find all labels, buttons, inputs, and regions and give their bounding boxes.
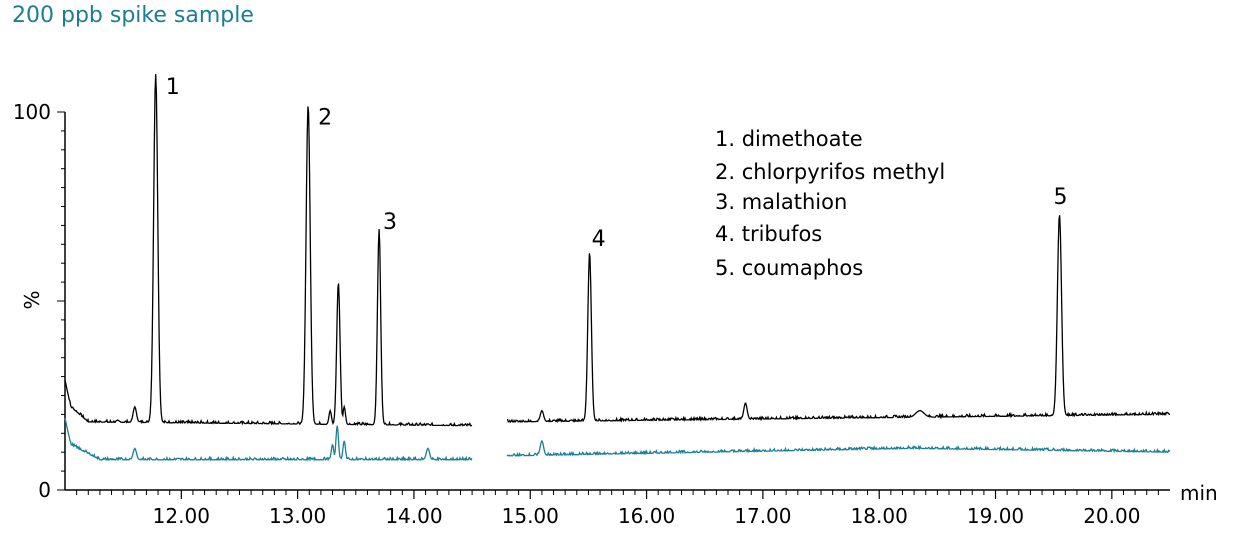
legend-item-5: 5. coumaphos <box>715 256 863 280</box>
x-tick-label: 18.00 <box>851 504 908 528</box>
traces <box>64 74 1171 462</box>
legend-item-4: 4. tribufos <box>715 222 822 246</box>
peak-label-2: 2 <box>318 105 332 130</box>
y-axis-label: % <box>20 290 44 309</box>
peak-label-3: 3 <box>383 210 397 235</box>
legend-item-2: 2. chlorpyrifos methyl <box>715 160 945 184</box>
y-tick-label: 0 <box>38 478 51 502</box>
peak-label-5: 5 <box>1054 185 1068 210</box>
legend-item-1: 1. dimethoate <box>715 127 863 151</box>
trace-black-segment-2 <box>507 215 1170 423</box>
trace-black-segment-1 <box>64 74 473 428</box>
axes: % min <box>20 112 1218 505</box>
legend-item-3: 3. malathion <box>715 190 847 214</box>
trace-teal-segment-1 <box>64 418 473 462</box>
ticks: 12.00 13.00 14.00 15.00 16.00 17.00 18.00 19.00… <box>13 100 1159 528</box>
x-tick-label: 13.00 <box>269 504 326 528</box>
x-tick-label: 16.00 <box>618 504 675 528</box>
legend: 1. dimethoate 2. chlorpyrifos methyl 3. … <box>715 127 945 280</box>
x-tick-label: 17.00 <box>734 504 791 528</box>
trace-teal-segment-2 <box>506 439 1171 457</box>
x-tick-label: 20.00 <box>1083 504 1140 528</box>
y-tick-label: 100 <box>13 100 51 124</box>
peak-label-1: 1 <box>166 75 180 100</box>
x-tick-label: 19.00 <box>967 504 1024 528</box>
x-tick-label: 15.00 <box>502 504 559 528</box>
x-tick-label: 14.00 <box>385 504 442 528</box>
peak-labels: 1 2 3 4 5 <box>166 75 1068 252</box>
x-axis-label: min <box>1180 481 1218 505</box>
peak-label-4: 4 <box>592 227 606 252</box>
chart-title: 200 ppb spike sample <box>12 3 254 28</box>
x-tick-label: 12.00 <box>153 504 210 528</box>
